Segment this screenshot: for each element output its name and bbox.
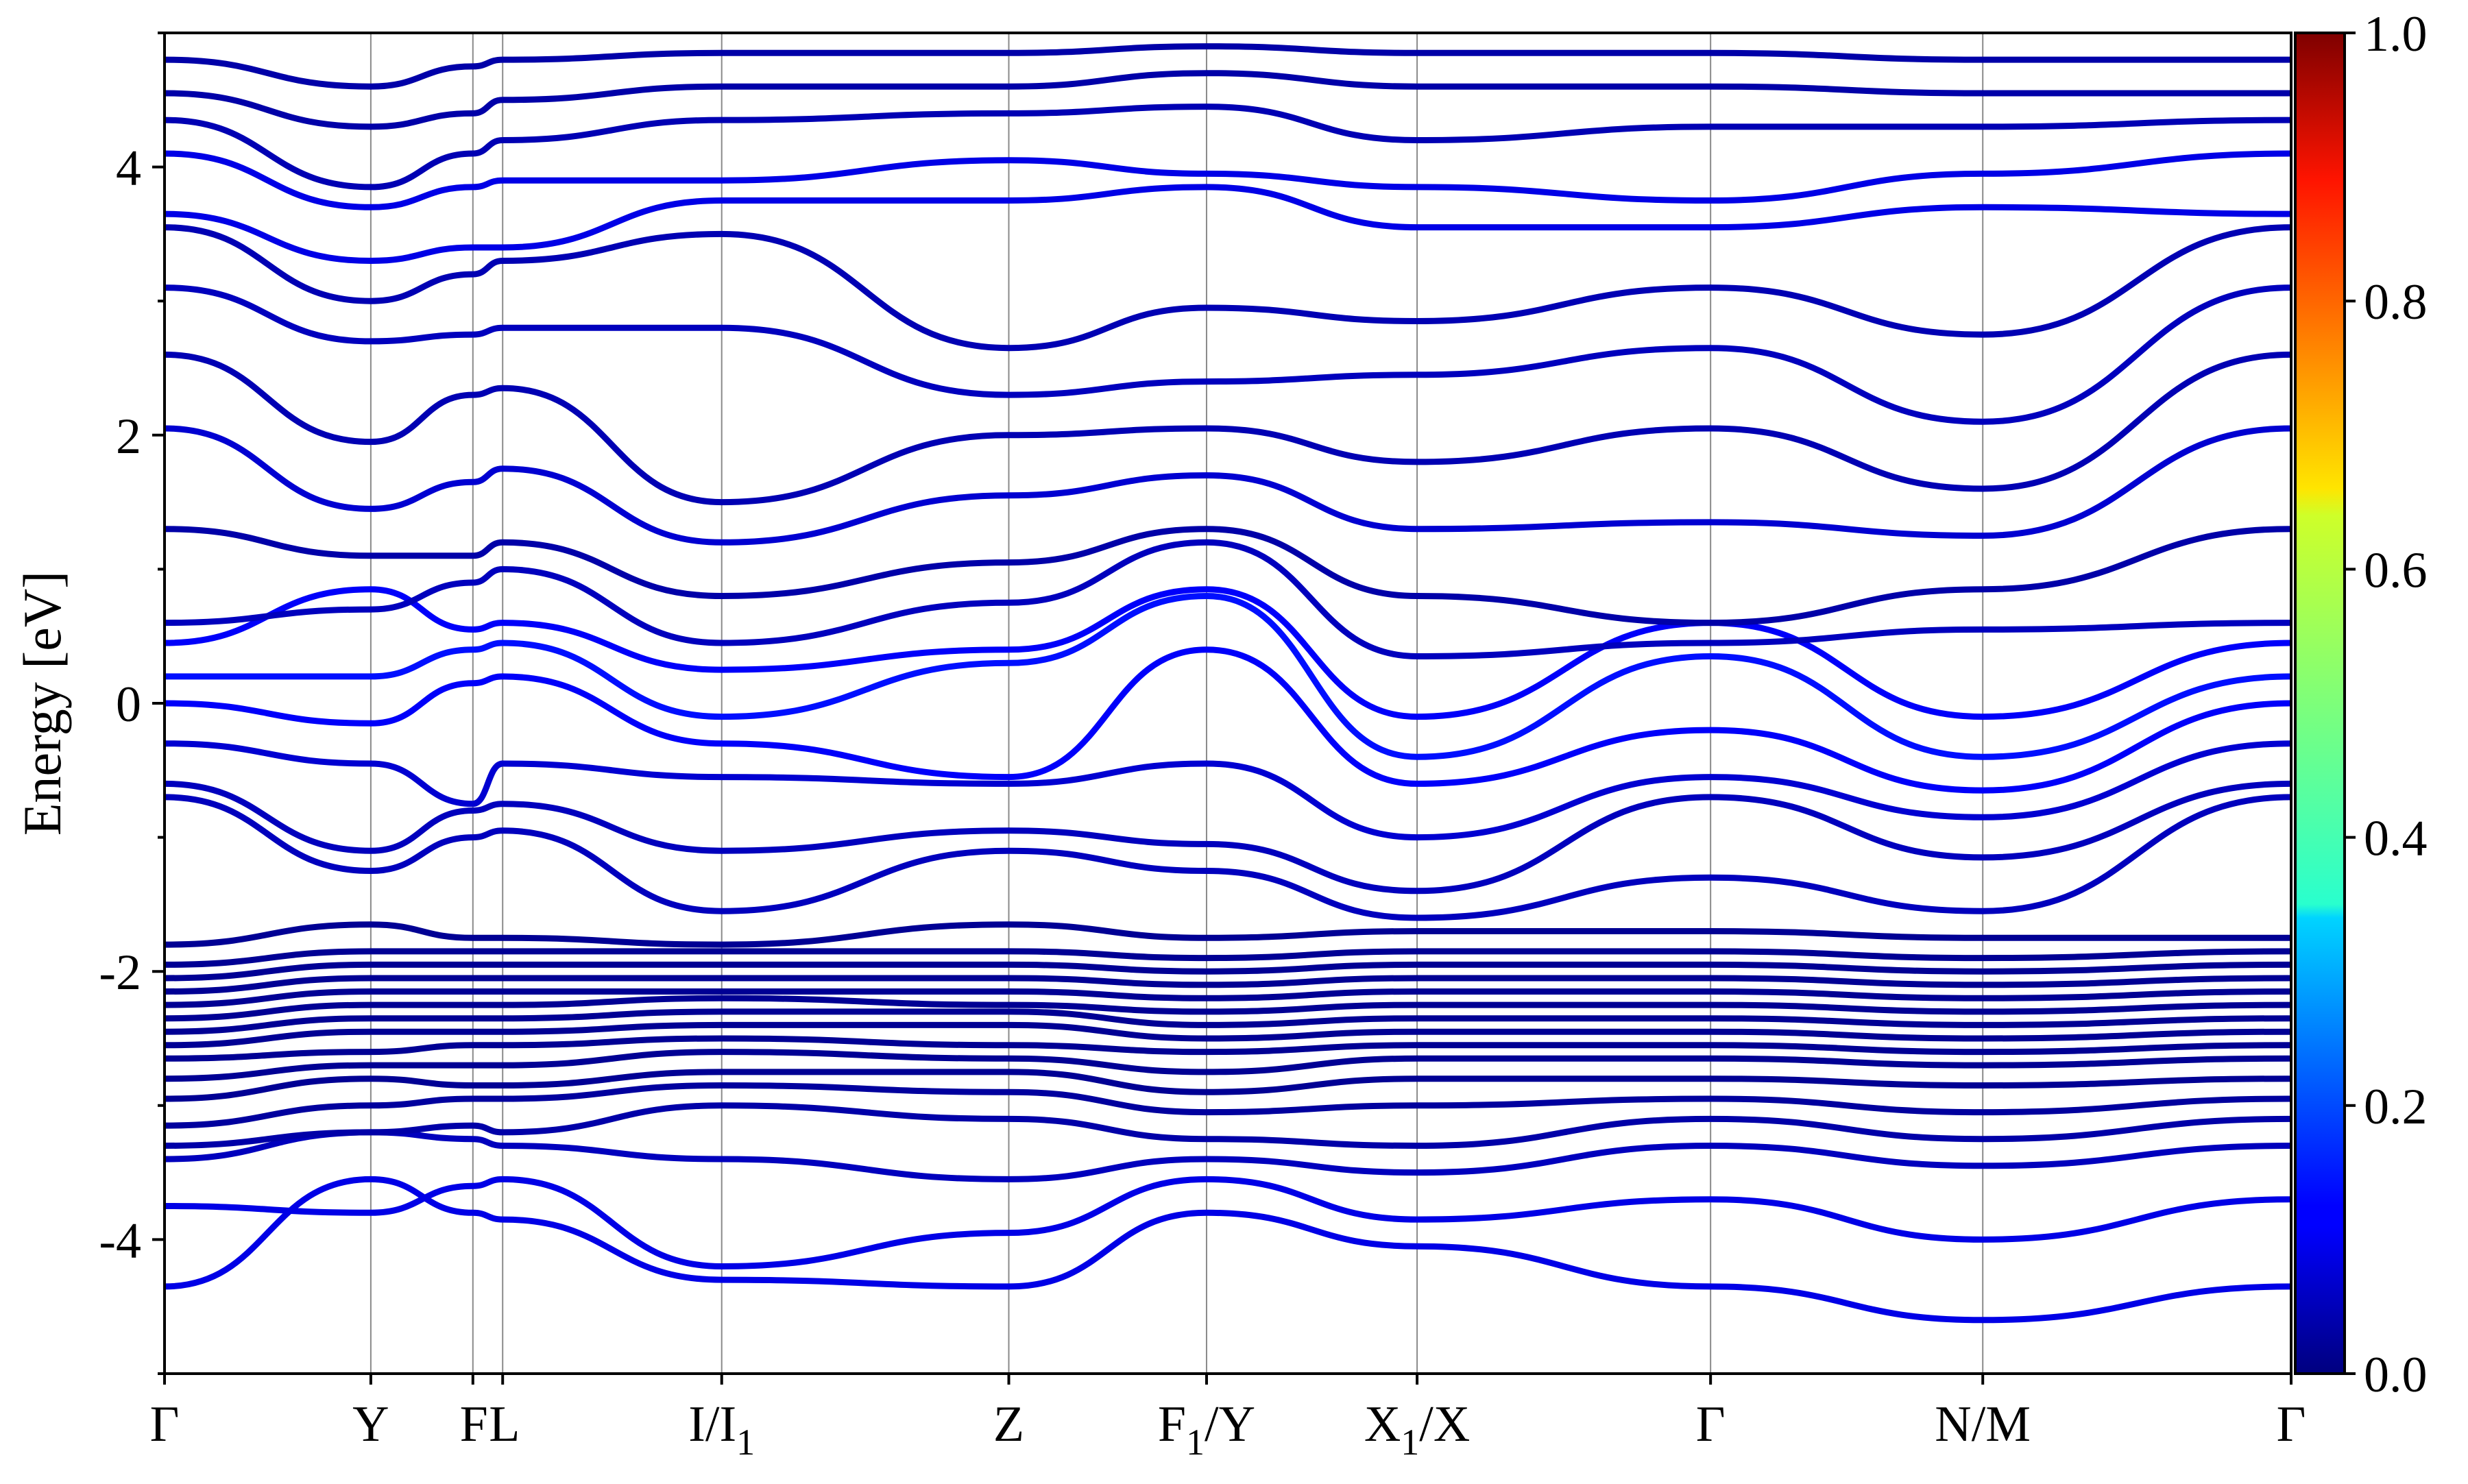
x-tick-label-3: L bbox=[489, 1396, 520, 1452]
x-axis-ticks: Γ Y F L I/I1 Z F1/Y X1/X Γ N/M Γ bbox=[150, 1374, 2306, 1463]
colorbar-ticks: 1.0 0.8 0.6 0.4 0.2 0.0 bbox=[2345, 6, 2428, 1403]
band-7 bbox=[165, 1035, 2291, 1062]
kpoint-gridlines bbox=[370, 33, 1984, 1374]
x-tick-label-sub-4: 1 bbox=[736, 1422, 755, 1463]
band-5 bbox=[165, 1069, 2291, 1102]
band-32 bbox=[165, 43, 2291, 90]
x-tick-label-main-9: N/M bbox=[1935, 1396, 2031, 1452]
x-tick-label-suffix-7: /X bbox=[1419, 1396, 1470, 1452]
x-tick-label-1: Y bbox=[352, 1396, 389, 1452]
y-axis-label: Energy [eV] bbox=[12, 571, 72, 836]
x-tick-label-sub-7: 1 bbox=[1401, 1422, 1419, 1463]
x-tick-label-sub-6: 1 bbox=[1186, 1422, 1205, 1463]
band-3 bbox=[165, 1102, 2291, 1150]
x-tick-label-10: Γ bbox=[2277, 1396, 2306, 1452]
colorbar-tick-label-0: 1.0 bbox=[2364, 6, 2428, 62]
band-27 bbox=[165, 224, 2291, 352]
band-22 bbox=[165, 539, 2291, 660]
band-15 bbox=[165, 921, 2291, 948]
colorbar-tick-label-1: 0.8 bbox=[2364, 274, 2428, 330]
x-tick-label-4: I/I1 bbox=[688, 1396, 755, 1463]
x-tick-label-5: Z bbox=[993, 1396, 1024, 1452]
x-tick-label-main-8: Γ bbox=[1696, 1396, 1726, 1452]
band-16 bbox=[165, 794, 2291, 921]
x-tick-label-8: Γ bbox=[1696, 1396, 1726, 1452]
band-24 bbox=[165, 425, 2291, 546]
colorbar-tick-label-2: 0.6 bbox=[2364, 542, 2428, 598]
x-tick-label-main-2: F bbox=[460, 1396, 488, 1452]
band-26 bbox=[165, 284, 2291, 425]
band-30 bbox=[165, 104, 2291, 191]
y-tick-label-2: 0 bbox=[116, 677, 141, 733]
band-2 bbox=[165, 1129, 2291, 1182]
x-tick-label-0: Γ bbox=[150, 1396, 180, 1452]
x-tick-label-7: X1/X bbox=[1364, 1396, 1470, 1463]
band-11 bbox=[165, 988, 2291, 1008]
band-20 bbox=[165, 592, 2291, 760]
band-28 bbox=[165, 184, 2291, 265]
band-1 bbox=[165, 1176, 2291, 1270]
band-9 bbox=[165, 1008, 2291, 1035]
y-tick-label-3: -2 bbox=[99, 945, 141, 1001]
band-6 bbox=[165, 1049, 2291, 1082]
colorbar-tick-label-5: 0.0 bbox=[2364, 1347, 2428, 1403]
x-tick-label-main-7: X bbox=[1364, 1396, 1401, 1452]
x-tick-label-main-3: L bbox=[489, 1396, 520, 1452]
band-31 bbox=[165, 70, 2291, 130]
plot-frame bbox=[163, 32, 2292, 1375]
band-18 bbox=[165, 740, 2291, 841]
y-tick-label-1: 2 bbox=[116, 409, 141, 465]
band-14 bbox=[165, 948, 2291, 968]
x-tick-label-2: F bbox=[460, 1396, 488, 1452]
x-tick-label-suffix-6: /Y bbox=[1205, 1396, 1255, 1452]
y-tick-label-0: 4 bbox=[116, 141, 141, 197]
x-tick-label-6: F1/Y bbox=[1158, 1396, 1255, 1463]
band-21 bbox=[165, 586, 2291, 720]
colorbar-tick-label-4: 0.2 bbox=[2364, 1079, 2428, 1135]
band-lines bbox=[165, 43, 2291, 1324]
band-19 bbox=[165, 646, 2291, 794]
y-axis-ticks: 4 2 0 -2 -4 bbox=[99, 32, 165, 1375]
x-tick-label-main-1: Y bbox=[352, 1396, 389, 1452]
band-8 bbox=[165, 1021, 2291, 1049]
colorbar-tick-label-3: 0.4 bbox=[2364, 811, 2428, 867]
x-tick-label-main-10: Γ bbox=[2277, 1396, 2306, 1452]
band-23 bbox=[165, 526, 2291, 627]
band-12 bbox=[165, 975, 2291, 995]
band-13 bbox=[165, 961, 2291, 982]
x-tick-label-main-0: Γ bbox=[150, 1396, 180, 1452]
band-17 bbox=[165, 780, 2291, 895]
y-tick-label-4: -4 bbox=[99, 1213, 141, 1269]
colorbar bbox=[2294, 32, 2346, 1375]
x-tick-label-9: N/M bbox=[1935, 1396, 2031, 1452]
band-4 bbox=[165, 1082, 2291, 1129]
x-tick-label-main-5: Z bbox=[993, 1396, 1024, 1452]
band-0 bbox=[165, 1176, 2291, 1324]
x-tick-label-main-4: I/I bbox=[688, 1396, 736, 1452]
x-tick-label-main-6: F bbox=[1158, 1396, 1186, 1452]
band-25 bbox=[165, 351, 2291, 506]
band-29 bbox=[165, 150, 2291, 210]
band-10 bbox=[165, 995, 2291, 1022]
